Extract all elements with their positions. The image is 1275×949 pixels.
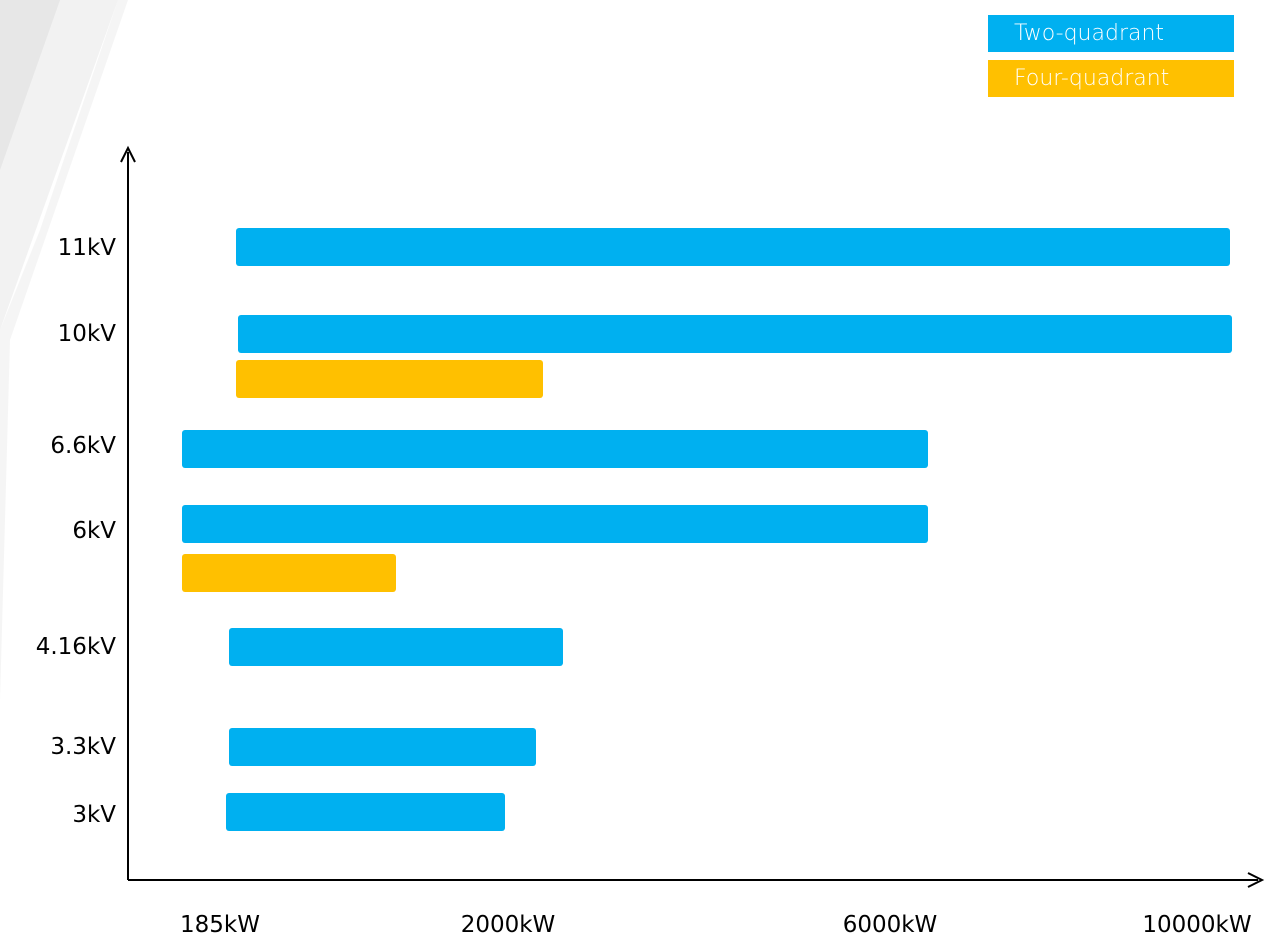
x-tick-label: 185kW: [180, 912, 260, 938]
legend: Two-quadrant Four-quadrant: [988, 15, 1234, 105]
background-decoration: [0, 0, 128, 700]
bar-four-quadrant-6kv: [182, 554, 396, 592]
legend-item-two-quadrant: Two-quadrant: [988, 15, 1234, 52]
y-tick-label: 4.16kV: [36, 634, 117, 660]
bar-two-quadrant-4-16kv: [229, 628, 563, 666]
x-axis-arrow-icon: [1247, 872, 1265, 888]
y-tick-label: 11kV: [58, 235, 117, 261]
bar-four-quadrant-10kv: [236, 360, 543, 398]
y-tick-label: 6kV: [72, 518, 116, 544]
x-tick-label: 6000kW: [843, 912, 938, 938]
y-tick-label: 6.6kV: [50, 433, 116, 459]
legend-item-four-quadrant: Four-quadrant: [988, 60, 1234, 97]
bar-two-quadrant-6kv: [182, 505, 928, 543]
bar-two-quadrant-3-3kv: [229, 728, 536, 766]
y-tick-label: 10kV: [58, 321, 117, 347]
x-tick-label: 2000kW: [461, 912, 556, 938]
x-tick-label: 10000kW: [1142, 912, 1251, 938]
bar-two-quadrant-3kv: [226, 793, 505, 831]
bar-two-quadrant-6-6kv: [182, 430, 928, 468]
bars: [182, 228, 1232, 831]
y-tick-label: 3kV: [72, 802, 116, 828]
y-axis-arrow-icon: [120, 145, 136, 163]
axes: [120, 145, 1265, 888]
y-tick-label: 3.3kV: [50, 734, 116, 760]
x-tick-labels: 185kW 2000kW 6000kW 10000kW: [180, 912, 1252, 938]
bar-two-quadrant-11kv: [236, 228, 1230, 266]
y-tick-labels: 11kV 10kV 6.6kV 6kV 4.16kV 3.3kV 3kV: [36, 235, 117, 828]
bar-two-quadrant-10kv: [238, 315, 1232, 353]
